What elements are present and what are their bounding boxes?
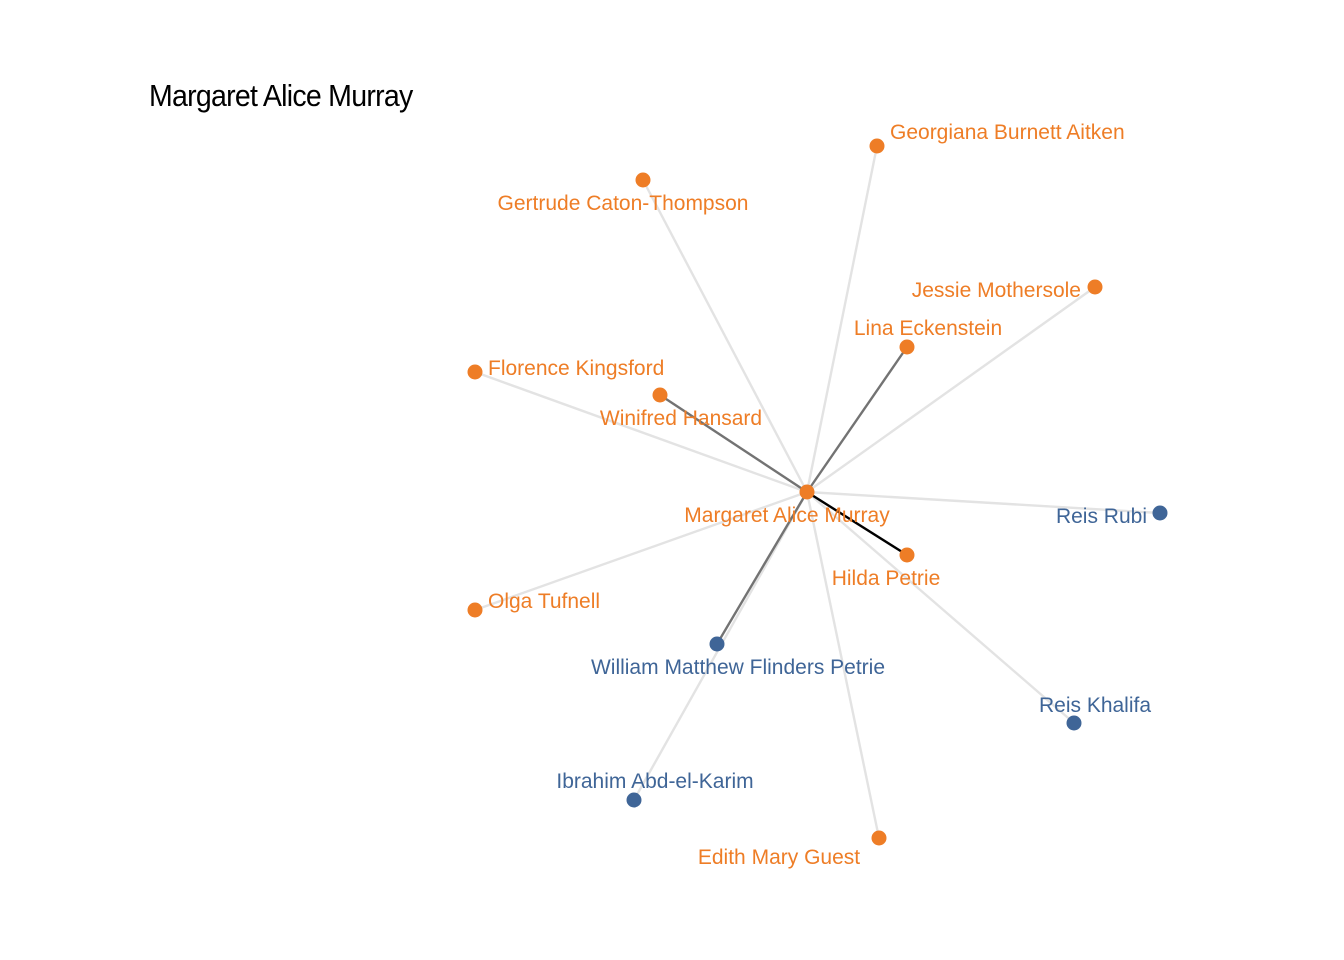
node-label-khalifa: Reis Khalifa [1039, 694, 1151, 717]
edge-murray-kingsford [474, 370, 808, 494]
node-label-ibrahim: Ibrahim Abd-el-Karim [556, 770, 753, 793]
node-caton[interactable] [635, 172, 651, 188]
node-rubi[interactable] [1152, 505, 1168, 521]
node-label-caton: Gertrude Caton-Thompson [498, 192, 749, 215]
graph-title: Margaret Alice Murray [149, 78, 413, 113]
node-tufnell[interactable] [467, 602, 483, 618]
nodes-layer [467, 138, 1168, 846]
edge-murray-rubi [806, 490, 1161, 515]
node-hansard[interactable] [652, 387, 668, 403]
edge-murray-guest [805, 491, 881, 839]
node-label-aitken: Georgiana Burnett Aitken [890, 121, 1125, 144]
node-label-guest: Edith Mary Guest [698, 846, 860, 869]
edge-murray-hansard [659, 393, 808, 494]
node-flinders[interactable] [709, 636, 725, 652]
edge-murray-eckenstein [806, 346, 908, 493]
node-ibrahim[interactable] [626, 792, 642, 808]
edge-murray-mothersole [806, 286, 1096, 493]
edge-murray-hilda [806, 490, 908, 557]
edge-murray-tufnell [474, 490, 808, 612]
node-label-kingsford: Florence Kingsford [488, 357, 664, 380]
node-label-flinders: William Matthew Flinders Petrie [591, 656, 885, 679]
edge-murray-flinders [715, 491, 809, 645]
edges-layer [474, 145, 1161, 839]
node-khalifa[interactable] [1066, 715, 1082, 731]
node-label-rubi: Reis Rubi [1056, 505, 1147, 528]
node-murray[interactable] [799, 484, 815, 500]
edge-murray-aitken [805, 145, 879, 493]
edge-murray-khalifa [806, 491, 1075, 724]
node-label-mothersole: Jessie Mothersole [912, 279, 1081, 302]
node-label-tufnell: Olga Tufnell [488, 590, 600, 613]
node-label-hansard: Winifred Hansard [600, 407, 762, 430]
node-eckenstein[interactable] [899, 339, 915, 355]
node-mothersole[interactable] [1087, 279, 1103, 295]
labels-layer: Margaret Alice Murray Georgiana Burnett A… [488, 121, 1151, 869]
node-guest[interactable] [871, 830, 887, 846]
node-kingsford[interactable] [467, 364, 483, 380]
node-hilda[interactable] [899, 547, 915, 563]
edge-murray-caton [641, 179, 809, 493]
node-aitken[interactable] [869, 138, 885, 154]
node-label-murray: Margaret Alice Murray [684, 504, 890, 527]
node-label-eckenstein: Lina Eckenstein [854, 317, 1002, 340]
node-label-hilda: Hilda Petrie [832, 567, 941, 590]
